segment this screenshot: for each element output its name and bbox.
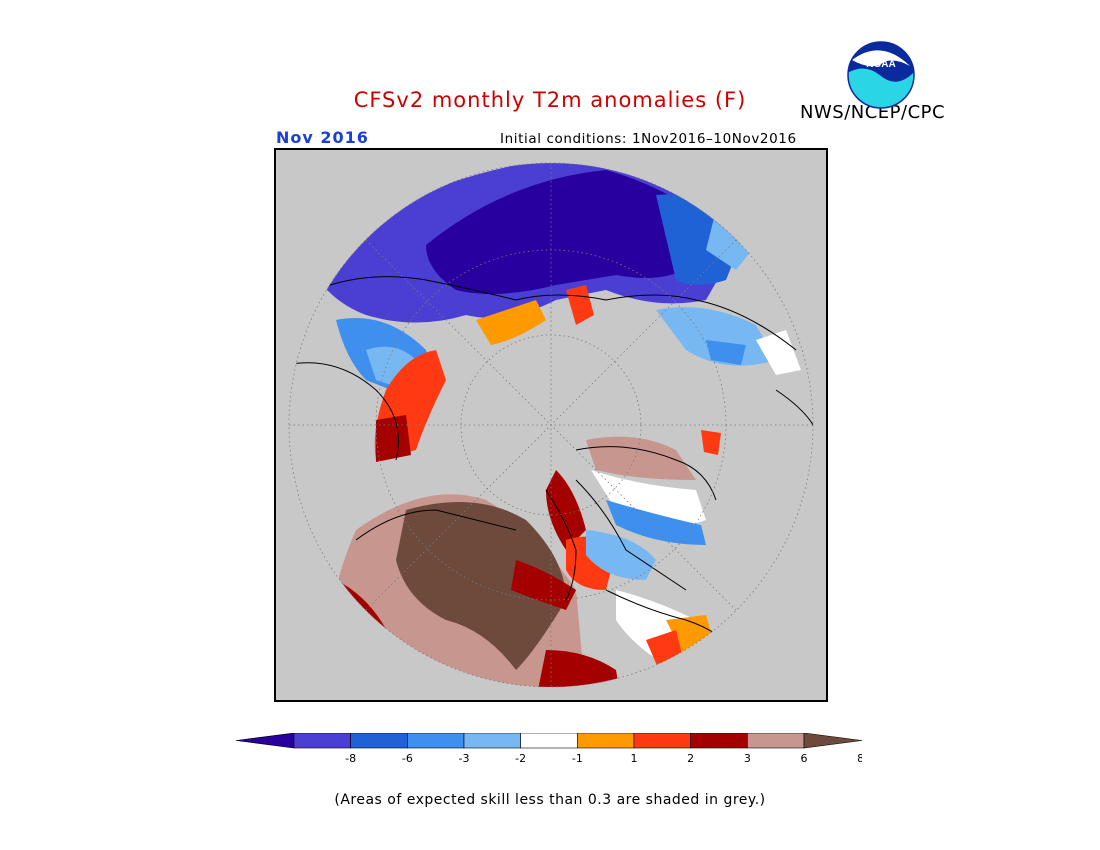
legend-tick-label: -1 <box>572 752 583 765</box>
legend-bin-5 <box>520 733 578 749</box>
noaa-logo: NOAA <box>847 41 915 109</box>
skill-footnote: (Areas of expected skill less than 0.3 a… <box>334 792 766 808</box>
legend-bin-6 <box>577 733 635 749</box>
legend-tick-label: -2 <box>515 752 526 765</box>
polar-stereographic-map <box>276 150 826 700</box>
legend-tick-label: -8 <box>345 752 356 765</box>
legend-bin-3 <box>407 733 465 749</box>
legend-tick-label: 2 <box>687 752 694 765</box>
legend-tick-label: 6 <box>801 752 808 765</box>
initial-conditions-label: Initial conditions: 1Nov2016–10Nov2016 <box>500 131 797 147</box>
legend-bin-0 <box>236 733 295 749</box>
legend-bin-2 <box>350 733 408 749</box>
map-title: CFSv2 monthly T2m anomalies (F) <box>353 88 747 112</box>
legend-tick-label: 8 <box>857 752 862 765</box>
legend-bin-10 <box>803 733 862 749</box>
legend-bin-4 <box>463 733 521 749</box>
legend-tick-label: 1 <box>631 752 638 765</box>
legend-bin-8 <box>690 733 748 749</box>
legend-tick-label: -6 <box>402 752 413 765</box>
graticule <box>288 162 814 688</box>
color-scale-legend: -8 -6 -3 -2 -1 1 2 3 6 8 <box>236 733 862 765</box>
coastlines <box>289 276 813 651</box>
polar-map-panel <box>274 148 828 702</box>
valid-month-label: Nov 2016 <box>276 128 369 147</box>
legend-bin-9 <box>747 733 805 749</box>
legend-bin-7 <box>633 733 691 749</box>
legend-bin-1 <box>293 733 351 749</box>
noaa-logo-text: NOAA <box>866 59 895 70</box>
agency-label: NWS/NCEP/CPC <box>800 102 946 123</box>
legend-tick-label: 3 <box>744 752 751 765</box>
legend-tick-label: -3 <box>459 752 470 765</box>
